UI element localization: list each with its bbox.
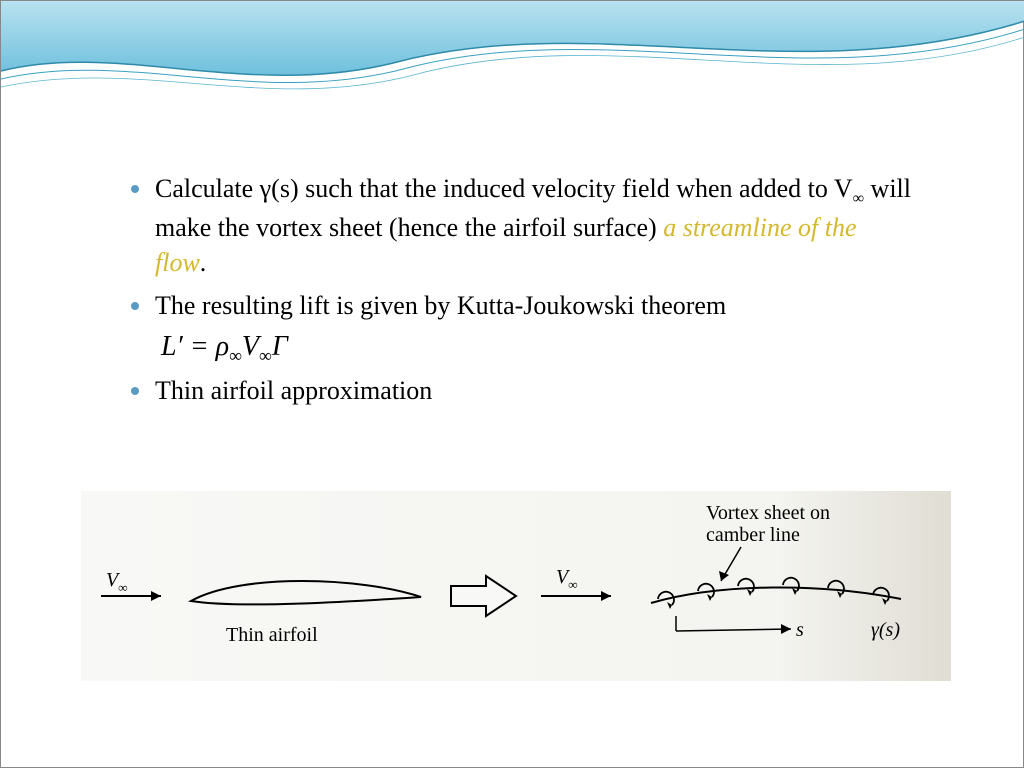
eq-gamma: Γ xyxy=(272,331,288,362)
vortex-label-line1: Vortex sheet on xyxy=(706,502,830,524)
bullet-3: Thin airfoil approximation xyxy=(131,373,911,408)
thin-airfoil-label: Thin airfoil xyxy=(226,624,318,646)
vinf-subscript: ∞ xyxy=(853,190,864,207)
slide-wave-header xyxy=(1,1,1024,141)
bullet-dot-icon xyxy=(131,185,139,193)
bullet-dot-icon xyxy=(131,387,139,395)
eq-rho: ρ xyxy=(216,331,229,362)
bullet-dot-icon xyxy=(131,302,139,310)
vinf-right-label: V∞ xyxy=(556,566,578,592)
bullet-1-text: Calculate γ(s) such that the induced vel… xyxy=(155,171,911,280)
eq-inf2: ∞ xyxy=(259,346,272,366)
vinf-left-label: V∞ xyxy=(106,569,128,595)
bullet-1-part1: Calculate γ(s) such that the induced vel… xyxy=(155,174,853,203)
bullet-3-text: Thin airfoil approximation xyxy=(155,373,911,408)
bullet-1-part3: . xyxy=(200,248,207,277)
eq-inf1: ∞ xyxy=(229,346,242,366)
bullet-1: Calculate γ(s) such that the induced vel… xyxy=(131,171,911,280)
kutta-joukowski-equation: L′ = ρ∞V∞Γ xyxy=(161,331,911,367)
bullet-2-text: The resulting lift is given by Kutta-Jou… xyxy=(155,288,911,323)
thin-airfoil-diagram: V∞ Thin airfoil V∞ Vortex sheet on cambe… xyxy=(81,491,951,681)
vortex-label-line2: camber line xyxy=(706,524,800,546)
eq-equals: = xyxy=(183,331,216,362)
bullet-2: The resulting lift is given by Kutta-Jou… xyxy=(131,288,911,323)
eq-lhs: L′ xyxy=(161,331,183,362)
s-label: s xyxy=(796,619,804,641)
eq-V: V xyxy=(242,331,259,362)
slide-content: Calculate γ(s) such that the induced vel… xyxy=(131,171,911,416)
gamma-s-label: γ(s) xyxy=(871,619,900,641)
